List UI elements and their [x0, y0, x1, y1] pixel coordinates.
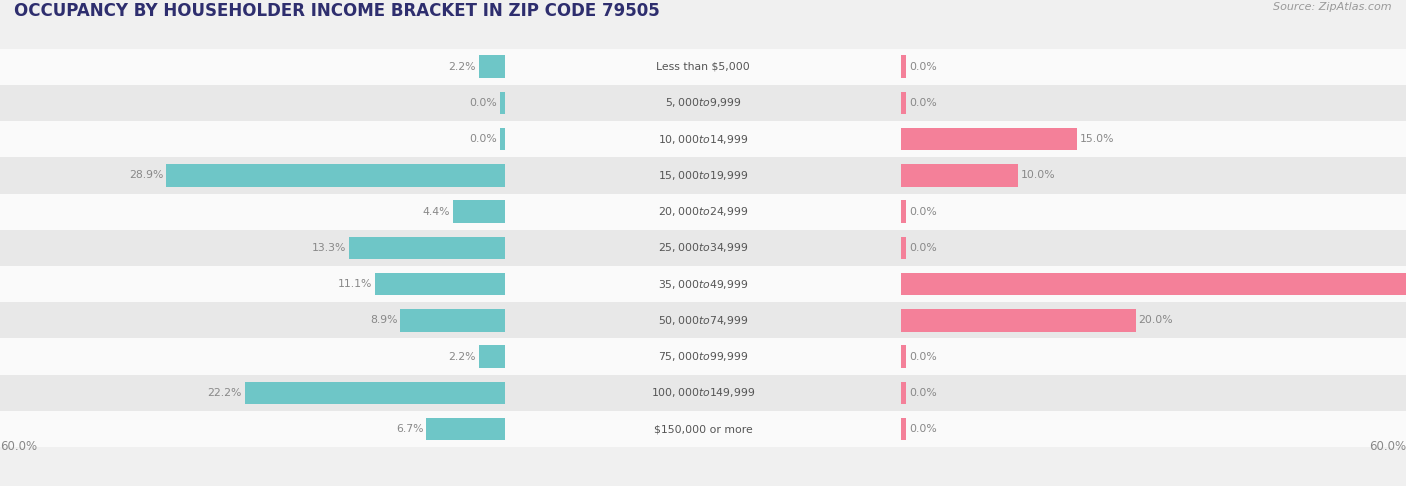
Text: 15.0%: 15.0% — [1080, 134, 1115, 144]
Text: Source: ZipAtlas.com: Source: ZipAtlas.com — [1274, 2, 1392, 13]
Text: 0.0%: 0.0% — [908, 424, 936, 434]
Text: 22.2%: 22.2% — [208, 388, 242, 398]
Text: $100,000 to $149,999: $100,000 to $149,999 — [651, 386, 755, 399]
Bar — [501, 92, 505, 114]
Bar — [349, 237, 505, 259]
Bar — [0, 49, 1406, 85]
Text: $15,000 to $19,999: $15,000 to $19,999 — [658, 169, 748, 182]
Bar — [245, 382, 505, 404]
Text: 6.7%: 6.7% — [396, 424, 423, 434]
Text: 60.0%: 60.0% — [0, 439, 37, 452]
Text: 20.0%: 20.0% — [1139, 315, 1173, 325]
Bar — [0, 302, 1406, 338]
Bar — [501, 128, 505, 150]
Text: OCCUPANCY BY HOUSEHOLDER INCOME BRACKET IN ZIP CODE 79505: OCCUPANCY BY HOUSEHOLDER INCOME BRACKET … — [14, 2, 659, 20]
Text: 28.9%: 28.9% — [129, 171, 163, 180]
Text: $50,000 to $74,999: $50,000 to $74,999 — [658, 314, 748, 327]
Text: $25,000 to $34,999: $25,000 to $34,999 — [658, 242, 748, 254]
Text: 0.0%: 0.0% — [908, 243, 936, 253]
Bar — [374, 273, 505, 295]
Text: 0.0%: 0.0% — [908, 98, 936, 108]
Text: 10.0%: 10.0% — [1021, 171, 1056, 180]
Text: 0.0%: 0.0% — [908, 207, 936, 217]
Bar — [901, 346, 905, 368]
Bar — [901, 164, 1018, 187]
Text: 0.0%: 0.0% — [908, 62, 936, 72]
Bar — [901, 309, 1136, 331]
Text: $10,000 to $14,999: $10,000 to $14,999 — [658, 133, 748, 146]
Bar — [0, 193, 1406, 230]
Text: 0.0%: 0.0% — [908, 351, 936, 362]
Text: $35,000 to $49,999: $35,000 to $49,999 — [658, 278, 748, 291]
Bar — [479, 55, 505, 78]
Bar — [901, 273, 1406, 295]
Bar — [0, 338, 1406, 375]
Bar — [166, 164, 505, 187]
Bar — [0, 157, 1406, 193]
Bar — [453, 200, 505, 223]
Text: $150,000 or more: $150,000 or more — [654, 424, 752, 434]
Text: Less than $5,000: Less than $5,000 — [657, 62, 749, 72]
Text: 2.2%: 2.2% — [449, 351, 477, 362]
Bar — [0, 266, 1406, 302]
Bar — [901, 237, 905, 259]
Text: 11.1%: 11.1% — [337, 279, 371, 289]
Bar — [0, 85, 1406, 121]
Bar — [901, 128, 1077, 150]
Bar — [901, 382, 905, 404]
Text: 8.9%: 8.9% — [370, 315, 398, 325]
Bar — [479, 346, 505, 368]
Text: $20,000 to $24,999: $20,000 to $24,999 — [658, 205, 748, 218]
Bar — [401, 309, 505, 331]
Bar — [901, 200, 905, 223]
Bar — [0, 375, 1406, 411]
Text: $75,000 to $99,999: $75,000 to $99,999 — [658, 350, 748, 363]
Text: $5,000 to $9,999: $5,000 to $9,999 — [665, 96, 741, 109]
Bar — [426, 418, 505, 440]
Text: 4.4%: 4.4% — [423, 207, 450, 217]
Text: 0.0%: 0.0% — [470, 134, 498, 144]
Bar — [901, 55, 905, 78]
Text: 13.3%: 13.3% — [312, 243, 346, 253]
Text: 0.0%: 0.0% — [908, 388, 936, 398]
Bar — [0, 230, 1406, 266]
Bar — [901, 92, 905, 114]
Text: 60.0%: 60.0% — [1369, 439, 1406, 452]
Bar — [901, 418, 905, 440]
Text: 2.2%: 2.2% — [449, 62, 477, 72]
Bar — [0, 411, 1406, 447]
Text: 0.0%: 0.0% — [470, 98, 498, 108]
Bar — [0, 121, 1406, 157]
